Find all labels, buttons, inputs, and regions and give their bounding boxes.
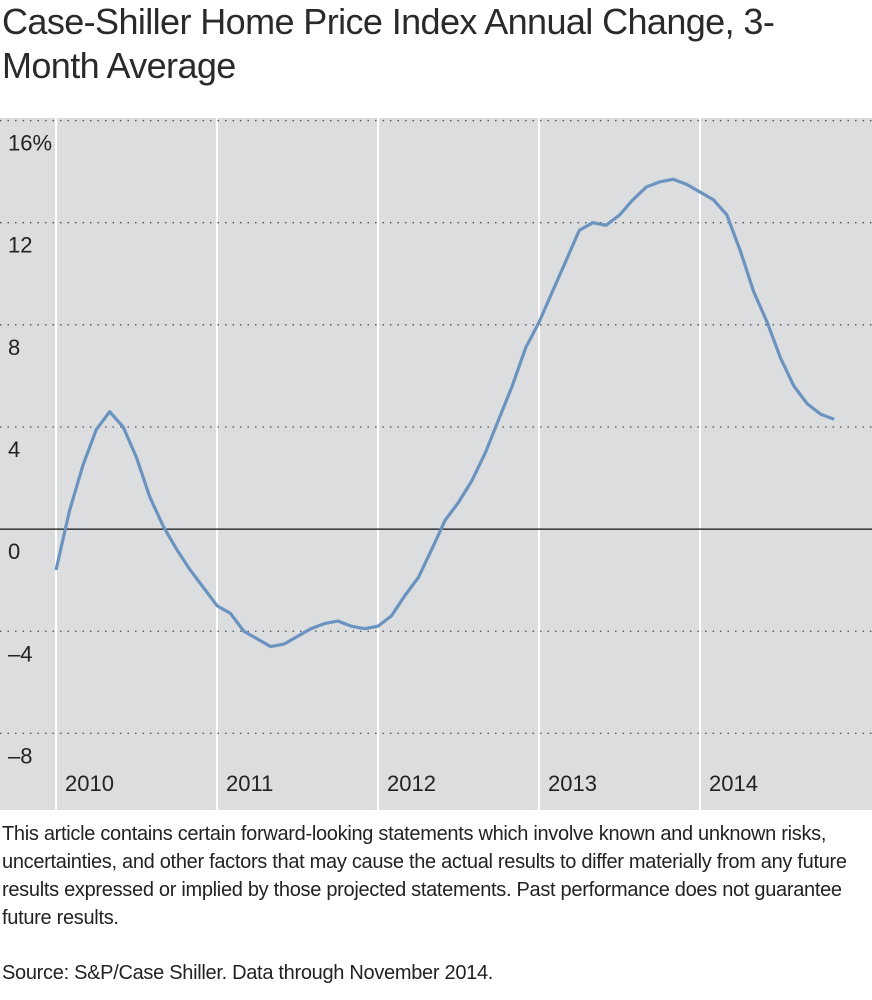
y-tick-label: 4 [8,437,20,462]
plot-background [0,118,872,810]
footnote: This article contains certain forward-lo… [2,823,847,929]
source: Source: S&P/Case Shiller. Data through N… [2,962,494,984]
x-tick-label: 2014 [709,771,758,796]
chart-title: Case-Shiller Home Price Index Annual Cha… [2,1,775,86]
x-tick-label: 2013 [548,771,597,796]
x-tick-label: 2010 [65,771,114,796]
y-tick-label: –4 [8,641,32,666]
x-tick-label: 2011 [226,771,273,796]
x-tick-label: 2012 [387,771,436,796]
y-tick-label: –8 [8,743,32,768]
chart: 2010 2011 2012 2013 2014 16% 12 8 4 0 –4 –8 [0,118,872,810]
y-tick-label: 8 [8,335,20,360]
y-tick-label: 12 [8,233,32,258]
data-line [54,177,835,649]
y-tick-label: 16% [8,131,52,156]
y-tick-label: 0 [8,539,20,564]
